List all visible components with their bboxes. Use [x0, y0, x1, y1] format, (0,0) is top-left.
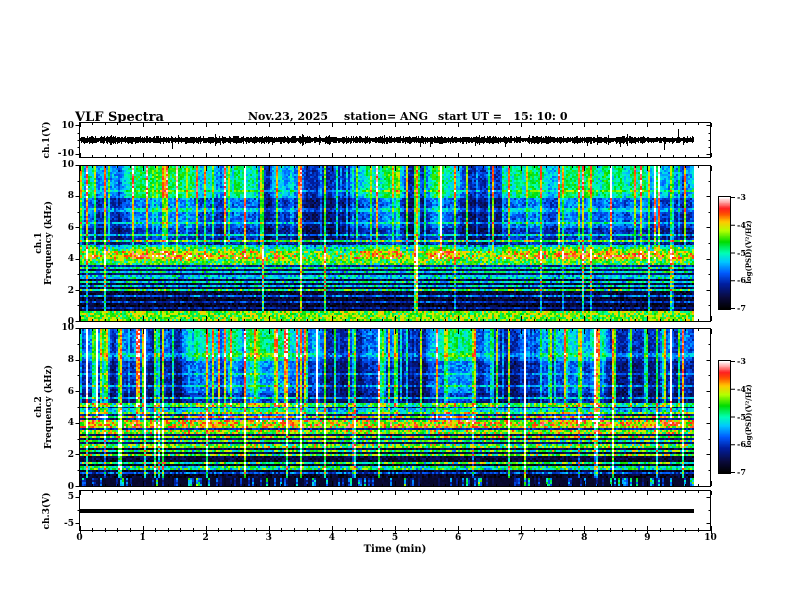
ch2-spectrogram-ytick-label: 10 [61, 323, 74, 333]
ch2-label-line2: Frequency (kHz) [44, 364, 54, 450]
time-axis-label: Time (min) [363, 544, 427, 555]
colorbar-tick-label: -6 [737, 439, 746, 450]
ch1-spectrogram-ytick-label: 10 [61, 160, 74, 170]
ch3-waveform-panel [73, 490, 712, 537]
colorbar-tick-label: -4 [737, 219, 746, 230]
colorbar-tick-label: -7 [737, 467, 746, 477]
ch2-spectrogram-ytick-label: 6 [67, 386, 74, 397]
header-date: Nov.23, 2025 [248, 110, 329, 123]
ch1-spectrogram-ytick-label: 4 [67, 254, 74, 265]
ch1-spectrogram-panel [73, 165, 712, 322]
ch1-voltage-ytick-label: 10 [61, 120, 74, 131]
ch2-spectrogram-ytick-label: 2 [67, 450, 74, 461]
colorbar-tick-label: -5 [737, 247, 746, 258]
ch1-spectrogram-ytick-label: 8 [67, 191, 74, 202]
header-station: station= ANG [344, 110, 429, 123]
ch2-frequency-axis-label: ch.2 Frequency (kHz) [34, 365, 54, 449]
ch2-spectrogram-ytick-label: 4 [67, 418, 74, 429]
ch1-label-line1: ch.1 [34, 232, 44, 254]
colorbar-tick-label: -4 [737, 383, 746, 394]
ch3-voltage-ytick-label: 5 [67, 491, 74, 502]
colorbar-tick-label: -3 [737, 356, 746, 366]
colorbar-ch1 [718, 196, 744, 310]
x-tick-label: 5 [391, 533, 399, 543]
ch3-voltage-ytick-label: -5 [64, 519, 74, 530]
colorbar-tick-label: -7 [737, 303, 746, 313]
ch1-voltage-ytick-label: -10 [57, 149, 74, 160]
ch1-spectrogram-ytick-label: 2 [67, 285, 74, 296]
ch2-spectrogram-ytick-label: 0 [67, 482, 74, 492]
ch1-label-line2: Frequency (kHz) [44, 200, 54, 286]
x-tick-label: 10 [704, 533, 717, 543]
x-tick-label: 7 [518, 533, 525, 543]
colorbar-tick-label: -5 [737, 411, 746, 422]
ch1-spectrogram-ytick-label: 0 [67, 317, 74, 327]
page-title: VLF Spectra [75, 110, 164, 125]
colorbar-tick-label: -6 [737, 275, 746, 286]
x-tick-label: 1 [139, 533, 146, 543]
x-tick-label: 6 [454, 533, 462, 543]
x-tick-label: 9 [644, 533, 651, 543]
colorbar-tick-label: -3 [737, 192, 746, 202]
x-tick-label: 2 [202, 533, 209, 543]
colorbar-ch2 [718, 360, 744, 474]
x-tick-label: 3 [265, 533, 272, 543]
x-tick-label: 0 [76, 533, 83, 543]
header-start-ut: start UT = 15: 10: 0 [438, 110, 568, 123]
ch2-label-line1: ch.2 [34, 396, 44, 418]
x-tick-label: 8 [581, 533, 588, 543]
ch1-frequency-axis-label: ch.1 Frequency (kHz) [34, 201, 54, 285]
x-tick-label: 4 [328, 533, 336, 543]
ch1-spectrogram-ytick-label: 6 [67, 222, 74, 233]
ch2-spectrogram-panel [73, 328, 712, 487]
ch1-waveform-panel [73, 122, 712, 158]
ch2-spectrogram-ytick-label: 8 [67, 354, 74, 365]
